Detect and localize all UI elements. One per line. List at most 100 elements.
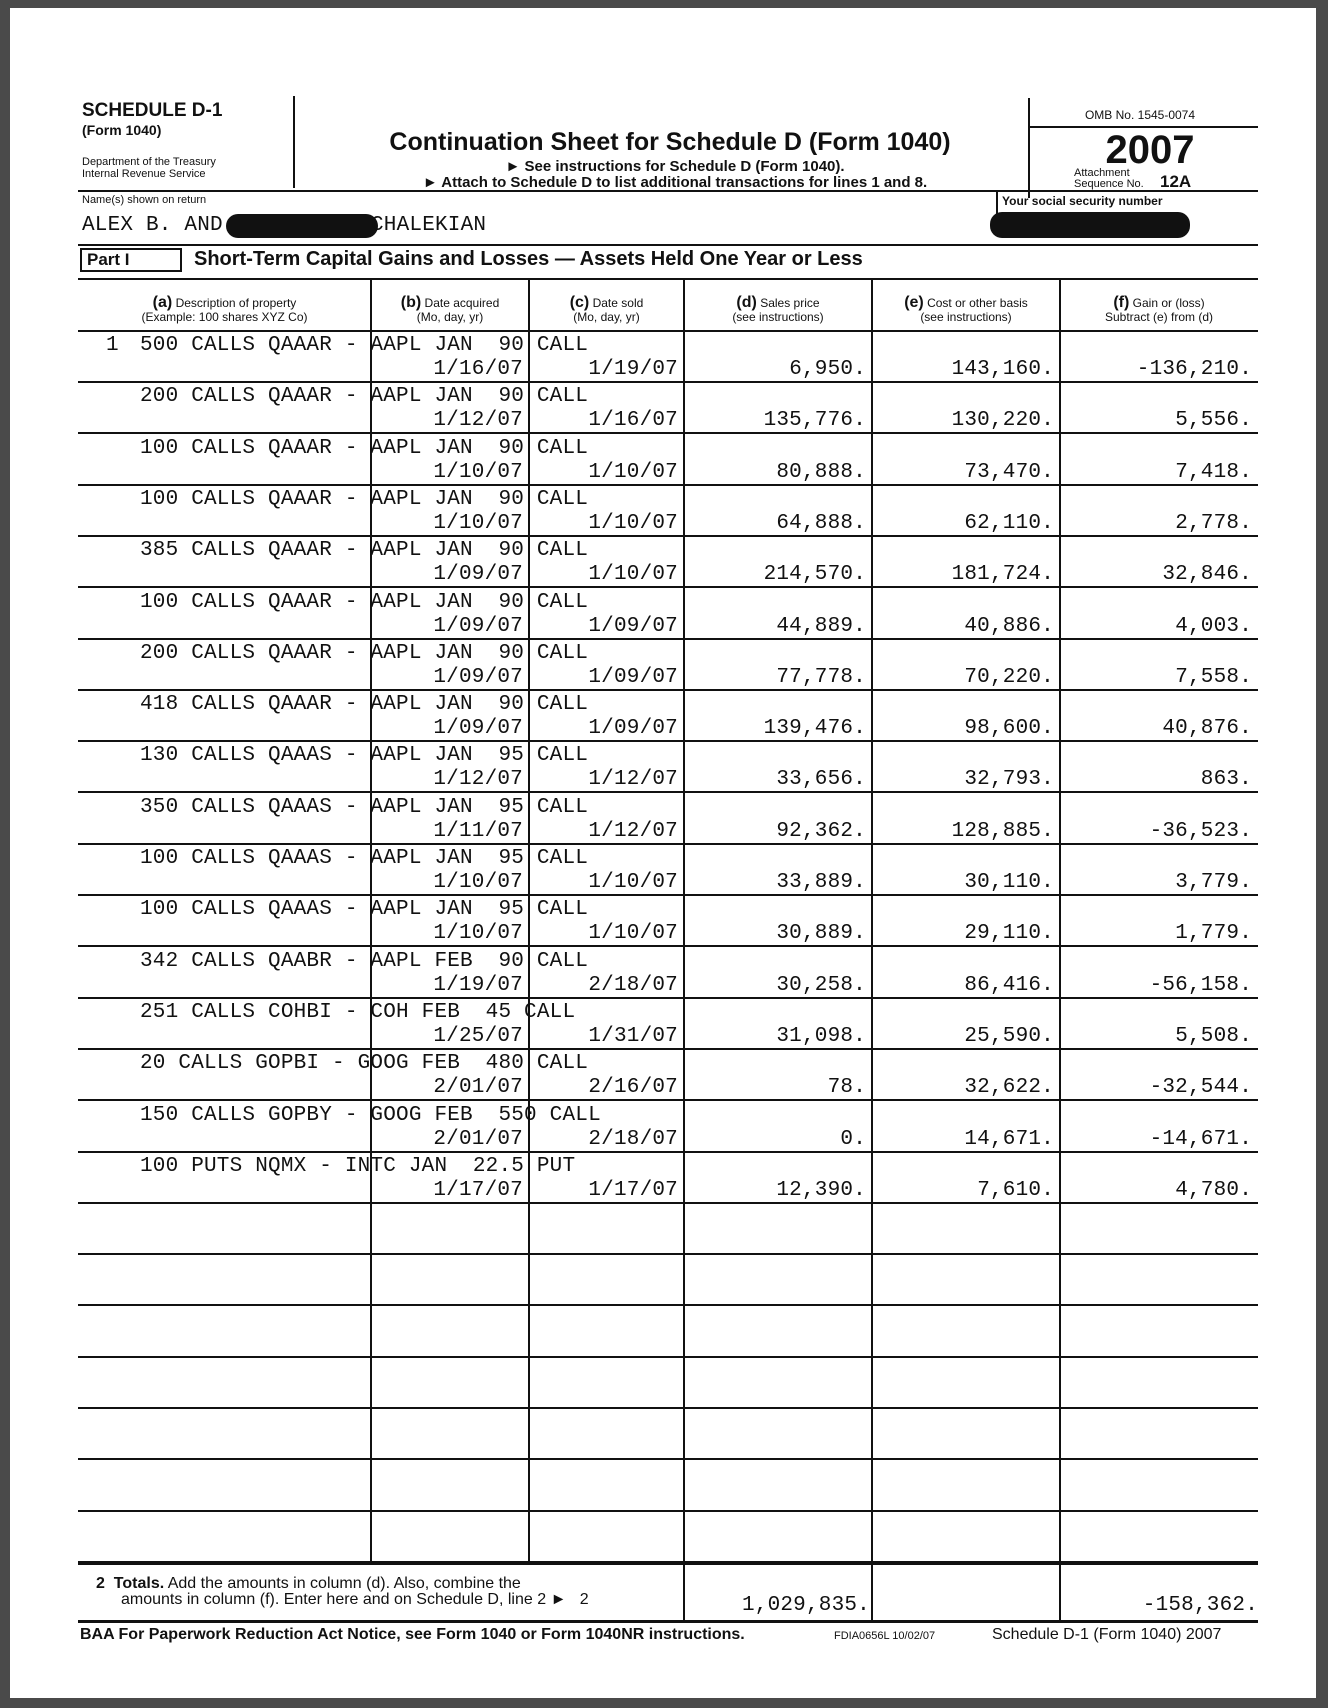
sales-price: 139,476. [763,717,866,741]
date-acquired: 1/10/07 [433,922,523,946]
sequence-label: Sequence No. [1074,178,1144,190]
date-sold: 1/10/07 [588,922,678,946]
date-sold: 1/17/07 [588,1178,678,1202]
row-divider [78,1099,1258,1102]
date-sold: 1/10/07 [588,563,678,587]
date-sold: 2/16/07 [588,1076,678,1100]
column-letter: (d) [736,294,757,311]
table-row: 418 CALLS QAAAR - AAPL JAN 90 CALL 1/09/0… [78,691,1258,743]
date-acquired: 2/01/07 [433,1127,523,1151]
table-row: 130 CALLS QAAAS - AAPL JAN 95 CALL 1/12/0… [78,742,1258,794]
row-divider [78,637,1258,640]
ssn-redaction [990,212,1190,238]
table-row: 20 CALLS GOPBI - GOOG FEB 480 CALL 2/01/0… [78,1050,1258,1102]
row-divider [78,688,1258,691]
divider [78,244,1258,246]
column-sublabel: (see instructions) [732,310,824,324]
divider [1028,98,1030,198]
column-divider [528,280,530,1564]
date-sold: 1/10/07 [588,460,678,484]
totals-text-2: amounts in column (f). Enter here and on… [121,1591,567,1608]
taxpayer-name-first: ALEX B. AND [82,214,223,237]
cost-basis: 29,110. [964,922,1054,946]
column-label: Gain or (loss) [1132,296,1205,310]
department: Department of the Treasury Internal Reve… [82,156,216,180]
row-divider [78,842,1258,845]
gain-loss: 4,780. [1175,1178,1252,1202]
description: 200 CALLS QAAAR - AAPL JAN 90 CALL [140,385,589,409]
divider [293,96,295,188]
cost-basis: 70,220. [964,665,1054,689]
date-acquired: 2/01/07 [433,1076,523,1100]
sales-price: 6,950. [789,358,866,381]
divider [1030,126,1258,128]
cost-basis: 73,470. [964,460,1054,484]
row-divider [78,1150,1258,1153]
schedule-name: SCHEDULE D-1 [82,100,223,121]
gain-loss: 4,003. [1175,614,1252,638]
totals-text-1: Add the amounts in column (d). Also, com… [167,1575,521,1592]
description: 418 CALLS QAAAR - AAPL JAN 90 CALL [140,693,589,717]
form-reference: Schedule D-1 (Form 1040) 2007 [992,1626,1222,1643]
description: 150 CALLS GOPBY - GOOG FEB 550 CALL [140,1103,601,1127]
row-divider [78,945,1258,948]
divider [78,330,1258,332]
gain-loss: 1,779. [1175,922,1252,946]
column-sublabel: (Example: 100 shares XYZ Co) [141,310,308,324]
row-divider [78,791,1258,794]
cost-basis: 14,671. [964,1127,1054,1151]
column-sublabel: Subtract (e) from (d) [1104,310,1214,324]
column-divider [1059,280,1061,1564]
row-divider [78,1304,1258,1307]
cost-basis: 98,600. [964,717,1054,741]
empty-row [78,1358,1258,1409]
row-divider [78,1560,1258,1563]
instruction-2: ► Attach to Schedule D to list additiona… [422,174,928,191]
taxpayer-name-last: CHALEKIAN [371,214,487,237]
column-sublabel: (see instructions) [920,310,1012,324]
column-sublabel: (Mo, day, yr) [573,310,640,324]
table-row: 342 CALLS QAABR - AAPL FEB 90 CALL 1/19/0… [78,948,1258,999]
total-sales-price: 1,029,835. [741,1594,870,1617]
table-row: 385 CALLS QAAAR - AAPL JAN 90 CALL 1/09/0… [78,537,1258,589]
description: 100 CALLS QAAAR - AAPL JAN 90 CALL [140,590,589,614]
gain-loss: 7,418. [1175,460,1252,484]
description: 200 CALLS QAAAR - AAPL JAN 90 CALL [140,641,589,665]
date-sold: 1/19/07 [588,358,678,381]
totals-line-number: 2 [96,1575,105,1592]
column-letter: (c) [569,294,590,311]
date-sold: 1/16/07 [588,409,678,433]
table-row: 100 CALLS QAAAS - AAPL JAN 95 CALL 1/10/0… [78,845,1258,896]
column-divider [683,280,685,1564]
table-row: 251 CALLS COHBI - COH FEB 45 CALL 1/25/07… [78,999,1258,1050]
attachment-label: Attachment Sequence No. [1074,168,1144,190]
row-divider [78,586,1258,589]
total-gain: -158,362. [1142,1594,1258,1617]
date-acquired: 1/09/07 [433,717,523,741]
date-acquired: 1/25/07 [433,1024,523,1048]
part-label: Part I [80,248,182,272]
name-label: Name(s) shown on return [82,194,207,206]
part-title: Short-Term Capital Gains and Losses — As… [194,248,863,270]
column-header-f: (f) Gain or (loss) Subtract (e) from (d) [1060,288,1258,336]
attachment-text: Attachment [1074,167,1130,179]
description: 251 CALLS COHBI - COH FEB 45 CALL [140,1000,576,1024]
service-name: Internal Revenue Service [82,168,206,180]
column-letter: (b) [400,294,422,311]
date-acquired: 1/12/07 [433,409,523,433]
paperwork-notice: BAA For Paperwork Reduction Act Notice, … [80,1626,745,1643]
description: 20 CALLS GOPBI - GOOG FEB 480 CALL [140,1052,589,1076]
column-label: Cost or other basis [927,296,1028,310]
column-header-b: (b) Date acquired (Mo, day, yr) [371,288,529,336]
gain-loss: 3,779. [1175,871,1252,894]
sales-price: 80,888. [776,460,866,484]
divider [78,190,1258,192]
row-divider [78,381,1258,383]
sales-price: 78. [827,1076,866,1100]
table-row: 100 PUTS NQMX - INTC JAN 22.5 PUT 1/17/07… [78,1153,1258,1204]
row-divider [78,1253,1258,1256]
date-acquired: 1/12/07 [433,768,523,792]
column-header-e: (e) Cost or other basis (see instructions… [872,288,1060,336]
cost-basis: 143,160. [951,358,1054,381]
cost-basis: 86,416. [964,973,1054,997]
